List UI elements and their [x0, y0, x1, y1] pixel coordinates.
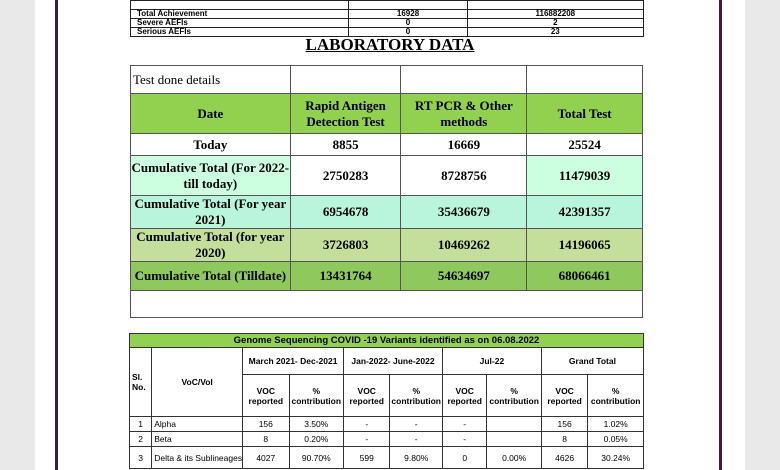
cell-total: 25524 [526, 133, 643, 156]
cell-value: - [343, 431, 391, 447]
table-row: Total Achievement 16928 116882208 [129, 9, 645, 19]
row-label: Serious AEFIs [129, 27, 350, 37]
cell-variant: Beta [151, 431, 244, 447]
cell-rapid: 6954678 [289, 195, 402, 229]
cell-value: 156 [242, 416, 290, 432]
cell-value: 4027 [242, 446, 290, 469]
cell-sl: 1 [128, 416, 153, 432]
cell-value: 0.20% [288, 431, 345, 447]
cell-value: - [389, 431, 443, 447]
cell-rapid: 2750283 [289, 155, 402, 196]
row-date: Cumulative Total (for year 2020) [130, 228, 291, 262]
table-row: Cumulative Total (for year 2020) 3726803… [130, 228, 643, 262]
cell-variant: Alpha [151, 416, 244, 432]
cell-rtpcr: 8728756 [400, 155, 528, 196]
cell-total: 68066461 [526, 261, 643, 291]
cell-value: 0 [441, 446, 488, 469]
table-row: Serious AEFIs 0 23 [129, 27, 645, 37]
col-header-date: Date [130, 93, 291, 134]
aefi-summary-table: Total Achievement 16928 116882208 Severe… [129, 0, 645, 37]
table-row: Cumulative Total (Tilldate) 13431764 546… [130, 261, 643, 291]
cell-sl: 2 [128, 431, 153, 447]
laboratory-data-title: LABORATORY DATA [305, 35, 475, 54]
period-header: Grand Total [540, 347, 645, 375]
table-row: Test done details [130, 65, 643, 94]
col-header-total: Total Test [526, 93, 643, 134]
col-header-sl: Sl. No. [128, 347, 153, 417]
sub-header: % contribution [288, 374, 345, 417]
cell-value: 0.05% [587, 431, 644, 447]
row-date: Cumulative Total (Tilldate) [130, 261, 291, 291]
cell-total: 14196065 [526, 228, 643, 262]
table-subheader-row: VOC reported % contribution VOC reported… [130, 374, 644, 417]
laboratory-test-table: Test done details Date Rapid Antigen Det… [130, 65, 643, 318]
col-header-rtpcr: RT PCR & Other methods [400, 93, 528, 134]
cell-rtpcr: 35436679 [400, 195, 528, 229]
table-row: Cumulative Total (For 2022- till today) … [130, 155, 643, 196]
cell-value: - [441, 416, 488, 432]
cell-total: 42391357 [526, 195, 643, 229]
cell-value: 599 [343, 446, 391, 469]
cell-rtpcr: 10469262 [400, 228, 528, 262]
cell-value: 3.50% [288, 416, 345, 432]
table-title-row: Genome Sequencing COVID -19 Variants ide… [129, 333, 644, 348]
page-border [55, 0, 722, 470]
cell-value [486, 416, 542, 432]
table-row: 1 Alpha 156 3.50% - - - 156 1.02% [128, 416, 644, 432]
sub-header: VOC reported [540, 374, 589, 417]
cell-value: - [389, 416, 443, 432]
cell-value [486, 431, 542, 447]
period-header: Jan-2022- June-2022 [343, 347, 443, 375]
cell-rapid: 3726803 [289, 228, 402, 262]
sub-header: VOC reported [343, 374, 391, 417]
table-header-row: Sl. No. VoC/VoI March 2021- Dec-2021 Jan… [128, 347, 645, 417]
table-row [130, 290, 643, 318]
table-row: 3 Delta & its Sublineages 4027 90.70% 59… [128, 446, 644, 469]
table-row: Severe AEFIs 0 2 [129, 18, 645, 28]
table-row: Today 8855 16669 25524 [130, 133, 643, 156]
cell-rapid: 13431764 [289, 261, 402, 291]
cell-value: 8 [242, 431, 290, 447]
period-header: March 2021- Dec-2021 [242, 347, 345, 375]
sub-header: % contribution [486, 374, 542, 417]
row-date: Cumulative Total (For 2022- till today) [130, 155, 291, 196]
genome-sequencing-table: Genome Sequencing COVID -19 Variants ide… [128, 333, 645, 469]
cell-value: - [343, 416, 391, 432]
cell-value: 8 [540, 431, 589, 447]
cell-value: 9.80% [389, 446, 443, 469]
section-label: Test done details [130, 65, 291, 94]
period-header: Jul-22 [441, 347, 542, 375]
table-row: 2 Beta 8 0.20% - - - 8 0.05% [128, 431, 644, 447]
cell-rtpcr: 16669 [400, 133, 528, 156]
cell-value: 1.02% [587, 416, 644, 432]
cell-variant: Delta & its Sublineages [151, 446, 244, 469]
cell-value: - [441, 431, 488, 447]
sub-header: % contribution [389, 374, 443, 417]
cell-value: 90.70% [288, 446, 345, 469]
cell-value: 4626 [540, 446, 589, 469]
row-date: Today [130, 133, 291, 156]
table-header-row: Date Rapid Antigen Detection Test RT PCR… [130, 93, 643, 134]
cell-total: 11479039 [526, 155, 643, 196]
cell-value: 156 [540, 416, 589, 432]
cell-value: 30.24% [587, 446, 644, 469]
col-header-rapid: Rapid Antigen Detection Test [289, 93, 402, 134]
col-header-voc: VoC/VoI [151, 347, 244, 417]
genome-table-title: Genome Sequencing COVID -19 Variants ide… [129, 333, 644, 348]
sub-header: % contribution [587, 374, 644, 417]
sub-header: VOC reported [441, 374, 488, 417]
cell-value: 23 [466, 27, 645, 37]
cell-sl: 3 [128, 446, 153, 469]
cell-rtpcr: 54634697 [400, 261, 528, 291]
cell-value: 0.00% [486, 446, 542, 469]
table-row: Cumulative Total (For year 2021) 6954678… [130, 195, 643, 229]
sub-header: VOC reported [242, 374, 290, 417]
cell-rapid: 8855 [289, 133, 402, 156]
row-date: Cumulative Total (For year 2021) [130, 195, 291, 229]
